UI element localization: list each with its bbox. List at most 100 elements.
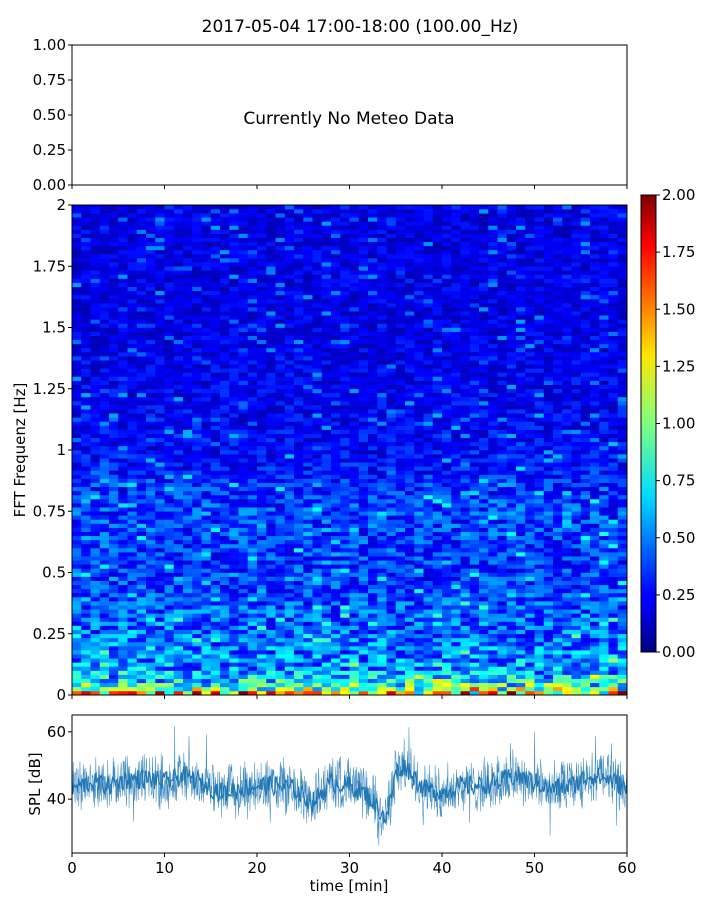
spectrogram-cell [284,662,295,667]
spectrogram-cell [201,454,212,459]
spectrogram-cell [201,396,212,402]
spectrogram-cell [118,658,128,663]
spectrogram-cell [358,568,369,573]
spectrogram-cell [432,482,443,488]
spectrogram-cell [81,690,91,696]
spectrogram-cell [229,556,239,561]
spectrogram-cell [534,405,545,410]
spectrogram-cell [229,523,239,528]
spectrogram-cell [164,527,175,532]
spectrogram-cell [201,560,212,565]
spectrogram-cell [432,474,443,479]
spectrogram-cell [525,682,535,688]
spectrogram-cell [617,388,628,394]
spectrogram-cell [146,527,156,532]
spectrogram-cell [183,686,193,692]
spectrogram-cell [257,543,267,549]
spectrogram-cell [192,433,202,439]
spectrogram-cell [405,364,415,369]
spectrogram-cell [90,486,101,492]
spectrogram-cell [608,637,619,643]
spectrogram-cell [118,625,128,630]
spectrogram-cell [617,396,628,402]
spectrogram-cell [349,650,360,655]
spectrogram-cell [90,413,101,418]
spectrogram-cell [340,678,350,684]
spectrogram-cell [266,470,276,475]
spectrogram-cell [451,494,461,500]
spectrogram-cell [534,368,545,373]
spectrogram-cell [247,580,258,586]
spectrogram-cell [109,466,119,471]
spectrogram-cell [72,388,82,394]
spectrogram-cell [164,633,175,639]
spectrogram-cell [543,674,554,679]
spectrogram-cell [127,356,138,361]
spectrogram-cell [497,405,508,410]
spectrogram-cell [405,519,415,524]
spectrogram-cell [201,360,212,365]
spectrogram-cell [173,511,184,516]
spectrogram-cell [183,654,193,659]
spectrogram-cell [580,364,591,369]
spectrogram-cell [442,499,452,504]
spectrogram-cell [183,556,193,561]
spectrogram-cell [220,360,230,365]
spectrogram-cell [423,482,434,488]
spectrogram-cell [571,666,582,671]
spectrogram-cell [405,592,415,598]
spectrogram-cell [599,511,609,516]
spectrogram-cell [543,690,554,696]
spectrogram-cell [90,584,101,590]
spectrogram-cell [303,633,313,639]
spectrogram-cell [479,686,489,692]
spectrogram-cell [164,580,175,586]
spectrogram-cell [81,429,91,434]
spectrogram-cell [312,535,323,541]
spectrogram-cell [590,527,600,532]
spectrogram-cell [321,507,332,512]
spectrogram-cell [146,364,156,369]
spectrogram-cell [99,421,110,426]
spectrogram-cell [257,417,267,422]
spectrogram-cell [321,682,332,688]
spectrogram-cell [220,580,230,586]
spectrogram-cell [479,654,489,659]
spectrogram-cell [109,486,119,492]
spectrogram-cell [109,605,119,610]
spectrogram-cell [183,568,193,573]
spectrogram-cell [136,523,147,528]
spectrogram-cell [349,605,360,610]
spectrogram-cell [340,450,350,455]
spectrogram-cell [220,409,230,414]
spectrogram-cell [118,629,128,635]
spectrogram-cell [183,421,193,426]
spectrogram-cell [81,601,91,606]
spectrogram-cell [275,417,286,422]
meteo-annotation: Currently No Meteo Data [243,109,454,129]
spectrogram-cell [562,392,572,398]
spectrogram-cell [118,646,128,651]
spectrogram-cell [534,621,545,626]
spectrogram-cell [368,384,378,390]
spectrogram-cell [580,658,591,663]
spectrogram-cell [543,372,554,377]
spectrogram-cell [460,592,471,598]
spectrogram-cell [173,425,184,430]
spectrogram-cell [118,633,128,639]
spectrogram-cell [257,535,267,541]
spectrogram-cell [377,401,387,406]
spectrogram-cell [599,519,609,524]
spectrogram-cell [405,445,415,451]
spectrogram-cell [118,637,128,643]
spectrogram-cell [442,601,452,606]
spectrogram-cell [386,572,397,577]
spectrogram-cell [506,482,517,488]
spectrogram-cell [368,360,378,365]
spectrogram-cell [405,552,415,557]
spectrogram-cell [127,437,138,443]
spectrogram-cell [497,592,508,598]
spectrogram-cell [146,548,156,553]
spectrogram-cell [146,543,156,549]
spectrogram-cell [368,592,378,598]
